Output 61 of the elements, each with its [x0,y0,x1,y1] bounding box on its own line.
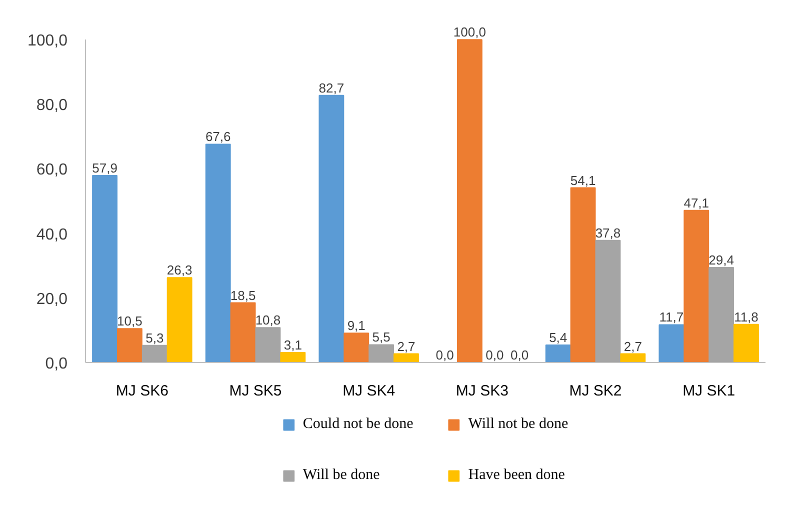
data-label: 3,1 [284,337,302,352]
data-label: 47,1 [684,195,710,210]
y-tick-label: 60,0 [36,162,68,179]
data-label: 26,3 [166,262,192,278]
data-label: 18,5 [230,288,256,303]
bar [620,353,646,362]
x-tick-label: MJ SK5 [229,382,282,400]
bar [280,352,306,362]
bar [142,344,168,362]
bar [230,302,256,362]
y-tick-label: 40,0 [36,226,68,244]
bar [708,267,734,362]
data-label: 2,7 [624,338,642,354]
bar [166,277,192,362]
bar [368,344,394,362]
data-label: 2,7 [397,338,416,354]
x-tick-label: MJ SK1 [682,382,736,400]
y-tick-label: 80,0 [36,97,68,114]
data-label: 5,4 [549,330,568,346]
bar [116,328,142,362]
y-tick-label: 0,0 [45,356,68,372]
data-label: 5,5 [372,330,390,345]
data-label: 10,5 [117,314,142,329]
bar [92,175,118,362]
bar [658,324,684,362]
legend-label: Have been done [468,467,565,484]
data-label: 37,8 [595,225,621,240]
data-label: 9,1 [347,318,366,334]
data-label: 0,0 [436,348,454,362]
data-label: 0,0 [510,348,529,362]
data-label: 11,8 [734,309,758,324]
data-label: 54,1 [570,172,596,188]
bar [734,324,759,362]
x-tick-label: MJ SK3 [456,382,508,400]
bar [456,39,482,362]
bar [255,327,281,362]
bar [684,210,710,362]
bar [570,187,596,362]
data-label: 100,0 [453,24,486,40]
legend-label: Could not be done [302,416,414,433]
data-label: 0,0 [486,348,504,362]
data-label: 29,4 [708,252,734,268]
legend-label: Will not be done [468,416,568,433]
bar [318,94,344,362]
bar [545,344,571,362]
x-tick-label: MJ SK4 [342,382,396,400]
data-label: 5,3 [146,330,164,346]
x-tick-label: MJ SK6 [116,382,168,400]
legend-label: Will be done [302,467,380,484]
bar [205,144,231,362]
data-label: 11,7 [659,310,684,325]
data-label: 57,9 [92,160,118,176]
data-label: 67,6 [205,129,231,144]
data-label: 10,8 [255,312,281,328]
y-tick-label: 20,0 [36,290,68,308]
bar [595,240,621,362]
bar [394,353,419,362]
x-tick-label: MJ SK2 [569,382,622,400]
bar [344,332,370,362]
data-label: 82,7 [318,80,344,96]
y-tick-label: 100,0 [27,32,68,50]
